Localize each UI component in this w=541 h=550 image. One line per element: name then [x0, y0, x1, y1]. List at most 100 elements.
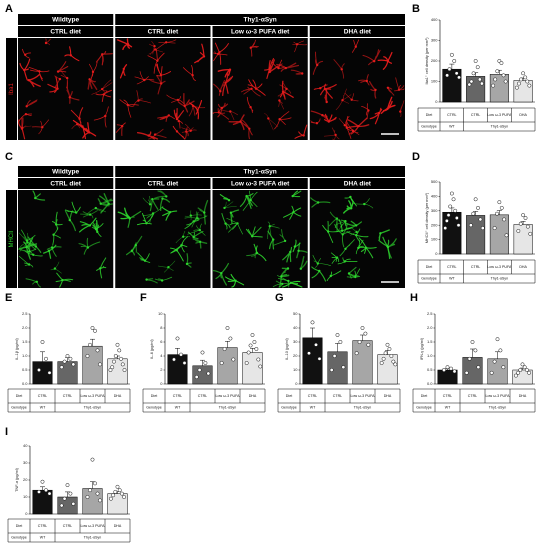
x-category-label: Low ω-3 PUFA: [487, 265, 512, 269]
data-point: [475, 65, 480, 70]
genotype-header-text: Wildtype: [52, 169, 79, 176]
data-point: [222, 347, 227, 351]
cell-process: [245, 226, 263, 238]
data-point: [454, 216, 459, 220]
cell-body: [236, 222, 239, 225]
cell-body: [323, 87, 327, 91]
data-point: [37, 368, 41, 372]
cell-texture: [117, 190, 209, 284]
cell-process: [65, 201, 81, 214]
data-point: [528, 231, 533, 236]
y-tick-label: 100: [431, 79, 438, 84]
data-point: [492, 226, 497, 231]
data-point: [98, 498, 102, 503]
data-point: [447, 67, 452, 72]
data-point: [47, 491, 52, 496]
cell-body: [165, 195, 168, 198]
diet-header: [309, 178, 405, 189]
data-point: [225, 326, 230, 330]
micrograph: [212, 38, 308, 140]
cell-process: [250, 39, 259, 57]
panel-letter: E: [5, 292, 12, 304]
cell-body: [185, 262, 189, 266]
cell-body: [318, 269, 321, 273]
diet-header: [115, 178, 211, 189]
data-point: [108, 368, 113, 372]
cell-body: [268, 67, 271, 70]
panel-letter: C: [5, 151, 13, 163]
cell-body: [327, 120, 330, 123]
cell-body: [126, 43, 130, 46]
y-axis-label: TNF-α (pg/ml): [15, 467, 19, 491]
cell-body: [295, 43, 299, 46]
cell-body: [192, 235, 195, 239]
cell-body: [175, 249, 178, 252]
data-point: [40, 479, 45, 484]
cell-process: [213, 51, 228, 62]
cell-body: [250, 87, 253, 91]
data-point: [495, 69, 500, 74]
cell-process: [115, 122, 126, 137]
cell-process: [323, 127, 340, 140]
cell-body: [203, 211, 206, 214]
cell-process: [343, 200, 354, 214]
cell-process: [228, 114, 245, 131]
cell-body: [68, 218, 72, 222]
data-point: [522, 365, 527, 370]
data-point: [252, 340, 257, 344]
data-point: [524, 368, 529, 372]
data-point: [256, 357, 261, 362]
cell-body: [289, 281, 293, 284]
cell-body: [347, 272, 351, 275]
cell-body: [357, 246, 360, 250]
data-point: [246, 350, 251, 355]
genotype-label: WT: [449, 124, 455, 128]
data-point: [383, 351, 388, 356]
y-tick-label: 10: [293, 367, 298, 372]
genotype-label: Thy1-αSyn: [489, 405, 506, 409]
cell-process: [92, 220, 99, 233]
y-axis-label: IL-10 (pg/ml): [285, 338, 289, 360]
cell-body: [175, 117, 179, 121]
data-point: [332, 354, 337, 358]
cell-process: [55, 272, 74, 288]
genotype-label: WT: [40, 535, 46, 539]
data-point: [446, 213, 451, 218]
cell-process: [170, 243, 184, 262]
cell-process: [161, 206, 178, 221]
data-point: [471, 211, 476, 216]
y-tick-label: 2.5: [22, 311, 28, 316]
cell-process: [212, 108, 230, 120]
y-tick-label: 300: [431, 208, 438, 213]
cell-process: [28, 66, 50, 82]
genotype-label: WT: [310, 405, 316, 409]
y-tick-label: 2.0: [427, 325, 433, 330]
cell-body: [192, 220, 195, 223]
diet-header: [309, 26, 405, 37]
cell-body: [284, 66, 287, 70]
cell-process: [137, 252, 151, 263]
data-point: [523, 216, 528, 220]
cell-body: [354, 275, 357, 279]
cell-body: [344, 220, 347, 223]
y-tick-label: 0: [295, 381, 298, 386]
cell-texture: [212, 190, 308, 288]
cell-body: [217, 111, 220, 114]
cell-body: [88, 213, 92, 216]
cell-body: [399, 110, 402, 113]
data-point: [175, 336, 180, 341]
data-point: [329, 368, 334, 372]
data-point: [454, 71, 459, 76]
cell-body: [373, 60, 376, 63]
cell-body: [386, 107, 389, 111]
cell-process: [226, 218, 243, 235]
cell-body: [68, 96, 72, 99]
cell-body: [61, 278, 64, 282]
data-point: [88, 488, 92, 493]
cell-body: [183, 104, 186, 108]
marker-strip: [6, 38, 17, 140]
data-point: [363, 331, 368, 336]
x-category-label: CTRL: [443, 394, 452, 398]
cell-process: [142, 205, 164, 224]
data-point: [62, 359, 67, 364]
